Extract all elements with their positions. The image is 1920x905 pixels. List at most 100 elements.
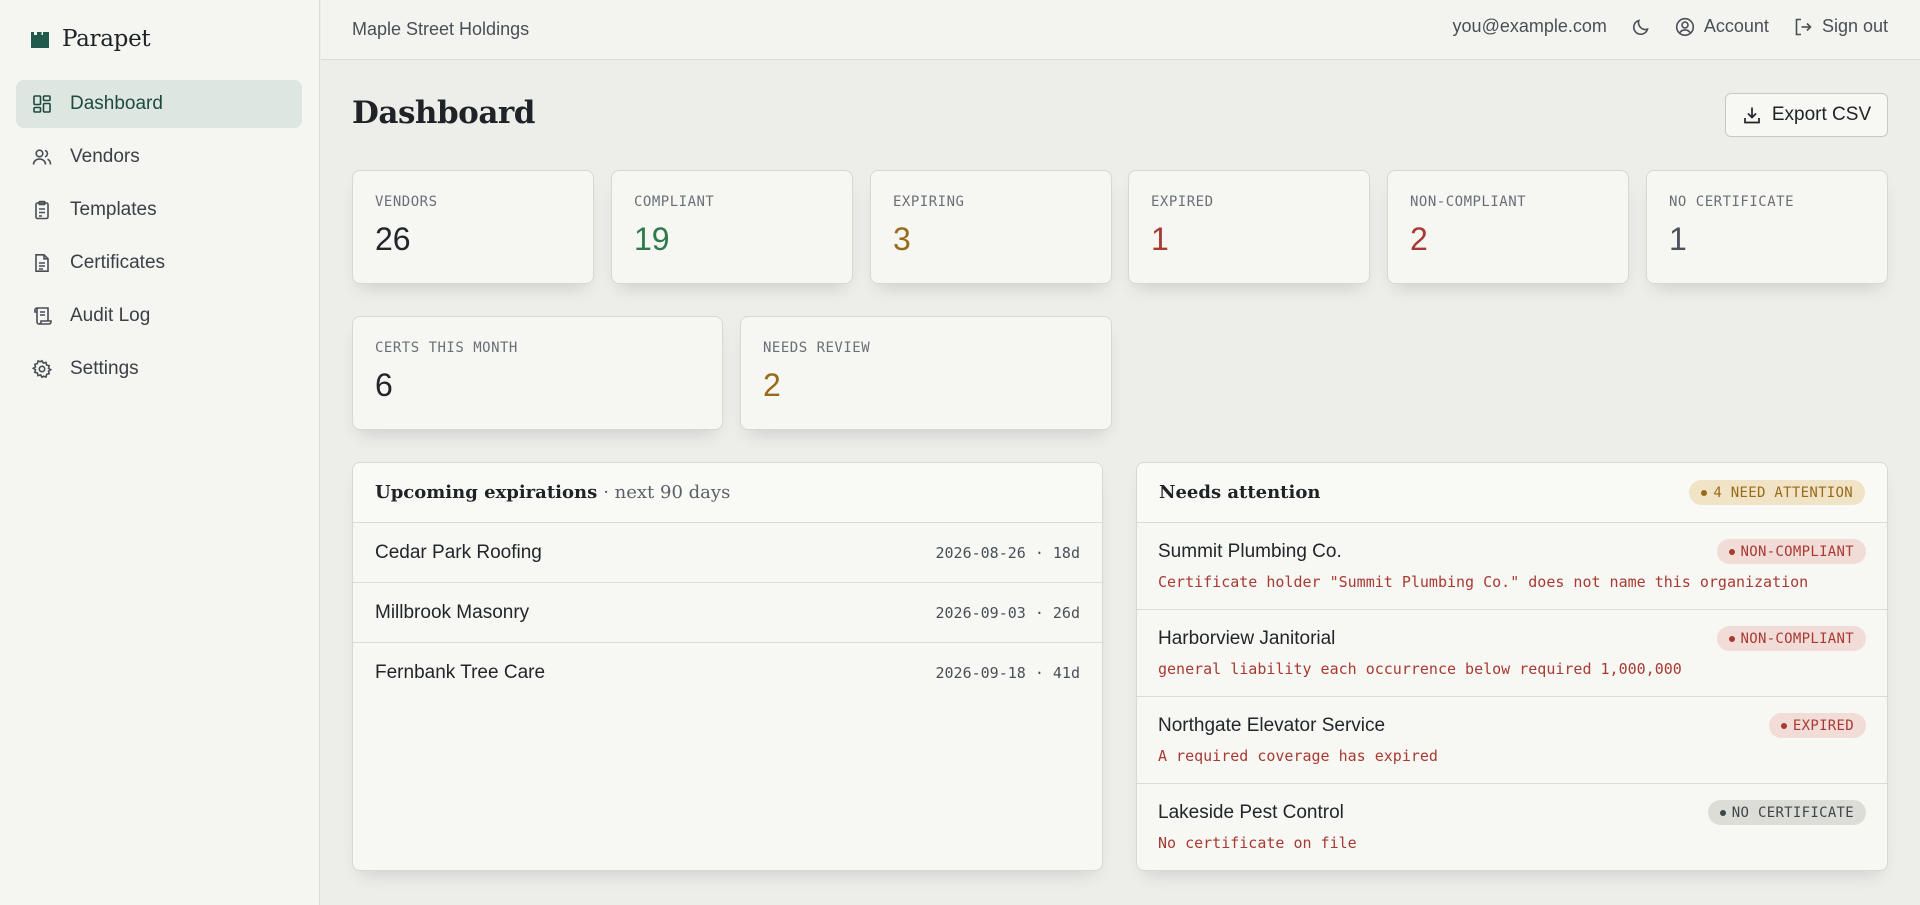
status-dot <box>1728 548 1735 555</box>
vendor-name: Harborview Janitorial <box>1158 628 1336 649</box>
stat-label: NEEDS REVIEW <box>763 340 871 356</box>
sidebar-item-templates[interactable]: Templates <box>16 186 302 234</box>
status-badge: EXPIRED <box>1768 713 1866 738</box>
upcoming-expirations-panel: Upcoming expirations · next 90 days Ceda… <box>352 462 1103 871</box>
user-email: you@example.com <box>1452 16 1607 36</box>
panel-subtitle: · next 90 days <box>603 482 731 503</box>
vendor-name: Millbrook Masonry <box>375 601 530 623</box>
export-csv-button[interactable]: Export CSV <box>1725 93 1888 137</box>
sidebar-item-certificates[interactable]: Certificates <box>16 239 302 287</box>
stat-card-vendors[interactable]: VENDORS 26 <box>352 170 594 284</box>
brand-name: Parapet <box>62 26 151 52</box>
stat-card-expired[interactable]: EXPIRED 1 <box>1128 170 1370 284</box>
stat-label: CERTS THIS MONTH <box>375 340 518 356</box>
attention-count-badge: 4 NEED ATTENTION <box>1689 480 1865 505</box>
stat-card-compliant[interactable]: COMPLIANT 19 <box>611 170 853 284</box>
stat-label: NON-COMPLIANT <box>1410 194 1527 210</box>
stat-label: EXPIRING <box>893 194 965 210</box>
issue-message: No certificate on file <box>1158 834 1357 852</box>
export-csv-label: Export CSV <box>1771 104 1872 125</box>
expiration-row[interactable]: Millbrook Masonry 2026-09-03 · 26d <box>353 583 1102 643</box>
status-dot <box>1701 489 1708 496</box>
expiration-row[interactable]: Fernbank Tree Care 2026-09-18 · 41d <box>353 643 1102 703</box>
status-dot <box>1780 722 1787 729</box>
attention-row[interactable]: Northgate Elevator Service EXPIRED A req… <box>1137 697 1887 784</box>
stat-value: 1 <box>1669 221 1687 257</box>
issue-message: A required coverage has expired <box>1158 747 1438 765</box>
stat-label: NO CERTIFICATE <box>1669 194 1795 210</box>
sidebar-item-settings[interactable]: Settings <box>16 345 302 393</box>
sidebar-item-label: Audit Log <box>70 305 151 326</box>
user-circle-icon <box>1675 17 1694 36</box>
stat-card-no-certificate[interactable]: NO CERTIFICATE 1 <box>1646 170 1888 284</box>
document-icon <box>35 254 49 272</box>
attention-row[interactable]: Lakeside Pest Control NO CERTIFICATE No … <box>1137 784 1887 870</box>
issue-message: general liability each occurrence below … <box>1158 660 1682 678</box>
sidebar-item-audit-log[interactable]: Audit Log <box>16 292 302 340</box>
download-icon <box>1744 107 1760 124</box>
vendor-name: Fernbank Tree Care <box>375 662 546 683</box>
gear-icon <box>32 359 52 379</box>
expiration-date: 2026-09-18 · 41d <box>935 664 1081 682</box>
panel-header: Upcoming expirations · next 90 days <box>353 463 1102 523</box>
sidebar-item-vendors[interactable]: Vendors <box>16 133 302 181</box>
status-badge: NON-COMPLIANT <box>1716 539 1866 564</box>
sidebar-item-label: Templates <box>70 199 157 220</box>
badge-label: 4 NEED ATTENTION <box>1713 484 1853 501</box>
moon-icon <box>1632 18 1649 35</box>
organization-name: Maple Street Holdings <box>352 19 530 39</box>
sign-out-link[interactable]: Sign out <box>1793 16 1888 37</box>
stat-value: 19 <box>634 221 670 257</box>
expiration-date: 2026-09-03 · 26d <box>935 603 1081 622</box>
stat-card-certs-this-month[interactable]: CERTS THIS MONTH 6 <box>352 316 723 430</box>
sidebar-item-dashboard[interactable]: Dashboard <box>16 80 302 128</box>
stat-card-needs-review[interactable]: NEEDS REVIEW 2 <box>740 316 1112 430</box>
account-link[interactable]: Account <box>1675 16 1769 37</box>
badge-label: NON-COMPLIANT <box>1740 630 1854 647</box>
theme-toggle-button[interactable] <box>1631 17 1651 37</box>
status-badge: NON-COMPLIANT <box>1716 626 1866 651</box>
panel-title: Upcoming expirations <box>375 482 598 503</box>
brand[interactable]: Parapet <box>30 26 151 52</box>
castle-icon <box>31 32 49 48</box>
needs-attention-panel: Needs attention 4 NEED ATTENTION Summit … <box>1136 462 1888 871</box>
stat-card-non-compliant[interactable]: NON-COMPLIANT 2 <box>1387 170 1629 284</box>
sidebar-item-label: Vendors <box>70 146 140 167</box>
topbar: Maple Street Holdings you@example.com Ac… <box>321 0 1920 60</box>
dashboard-icon <box>33 95 51 113</box>
stat-value: 1 <box>1151 221 1169 257</box>
vendor-name: Summit Plumbing Co. <box>1158 541 1342 562</box>
stat-card-expiring[interactable]: EXPIRING 3 <box>870 170 1112 284</box>
vendor-name: Lakeside Pest Control <box>1158 802 1344 823</box>
stat-value: 3 <box>893 221 911 257</box>
sidebar-item-label: Certificates <box>70 252 166 273</box>
attention-row[interactable]: Summit Plumbing Co. NON-COMPLIANT Certif… <box>1137 523 1887 610</box>
badge-label: EXPIRED <box>1792 717 1854 734</box>
badge-label: NO CERTIFICATE <box>1731 804 1854 821</box>
stat-value: 6 <box>375 367 393 403</box>
clipboard-icon <box>35 200 49 220</box>
sidebar: Parapet Dashboard Vendors Templates <box>0 0 320 905</box>
expiration-row[interactable]: Cedar Park Roofing 2026-08-26 · 18d <box>353 523 1102 583</box>
stat-value: 26 <box>375 221 411 257</box>
panel-title: Needs attention <box>1159 482 1321 503</box>
stat-label: COMPLIANT <box>634 194 715 210</box>
topbar-actions: you@example.com Account Sign out <box>1453 16 1888 37</box>
status-dot <box>1728 635 1735 642</box>
sign-out-label: Sign out <box>1821 16 1888 36</box>
sidebar-item-label: Settings <box>70 358 139 379</box>
sidebar-item-label: Dashboard <box>70 93 163 114</box>
stat-label: EXPIRED <box>1151 194 1214 210</box>
attention-row[interactable]: Harborview Janitorial NON-COMPLIANT gene… <box>1137 610 1887 697</box>
account-label: Account <box>1703 16 1769 36</box>
status-dot <box>1719 809 1726 816</box>
sidebar-nav: Dashboard Vendors Templates Certificates <box>16 80 302 398</box>
stat-label: VENDORS <box>375 194 438 210</box>
status-badge: NO CERTIFICATE <box>1707 800 1866 825</box>
sign-out-icon <box>1795 18 1812 35</box>
stat-value: 2 <box>763 367 781 403</box>
stat-value: 2 <box>1410 221 1428 257</box>
vendor-name: Northgate Elevator Service <box>1158 715 1386 736</box>
page-title: Dashboard <box>352 95 535 131</box>
panel-header: Needs attention 4 NEED ATTENTION <box>1137 463 1887 523</box>
